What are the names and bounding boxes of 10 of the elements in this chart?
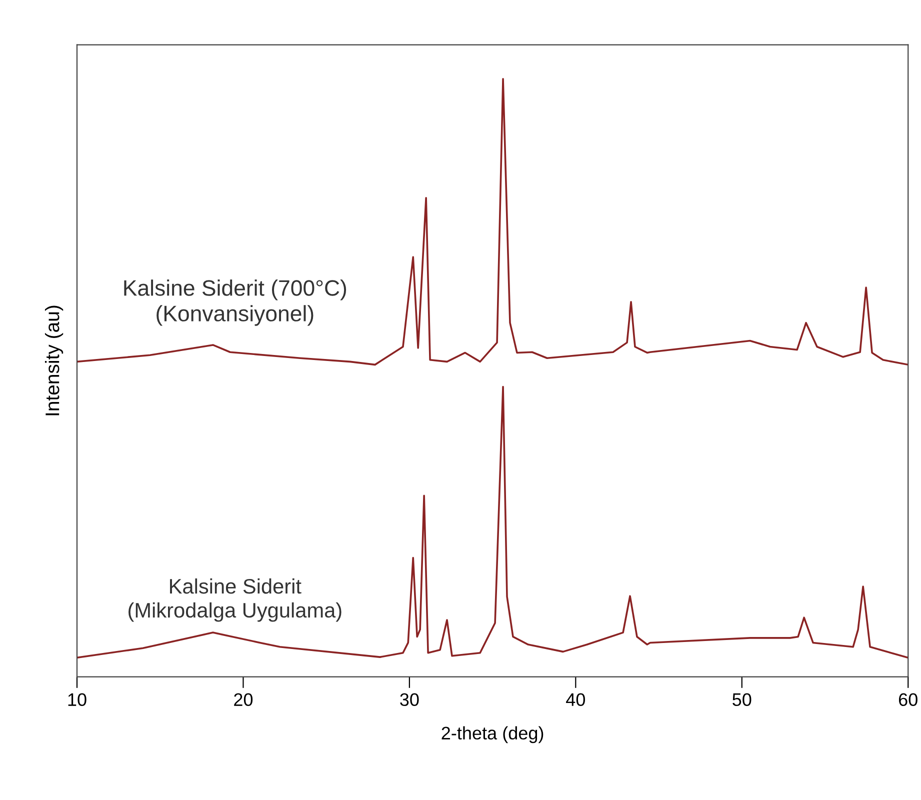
x-tick-label: 60	[898, 693, 918, 706]
x-tick-label: 20	[234, 693, 253, 706]
x-tick-label: 40	[566, 693, 585, 706]
x-tick-label: 10	[68, 693, 86, 706]
series-label: Kalsine Siderit (700°C) (Konvansiyonel)	[124, 280, 346, 326]
x-axis-title: 2-theta (deg)	[442, 726, 544, 744]
series-label: Kalsine Siderit (Mikrodalga Uygulama)	[128, 578, 342, 622]
x-tick-label: 30	[400, 693, 419, 706]
x-tick-label: 50	[732, 693, 752, 706]
y-axis-title: Intensity (au)	[44, 306, 64, 416]
